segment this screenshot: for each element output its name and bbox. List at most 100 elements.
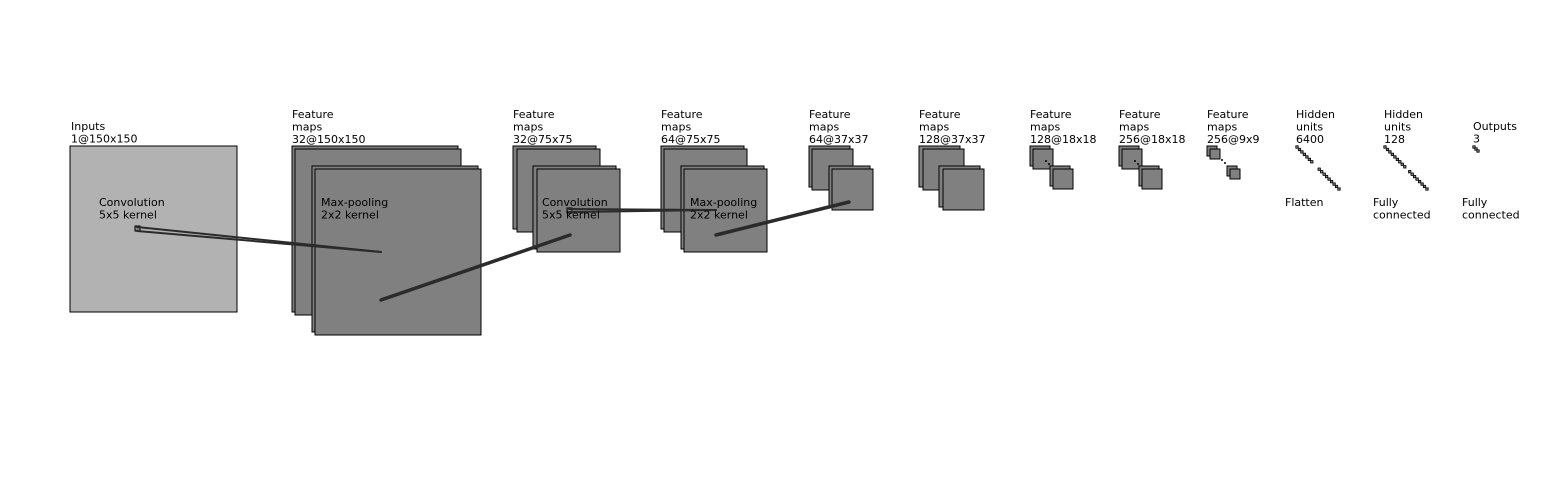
unit-node bbox=[1295, 145, 1299, 149]
unit-node bbox=[1403, 165, 1407, 169]
label-line: maps bbox=[1119, 121, 1149, 134]
layer-label-hidden1: Hidden units 6400 bbox=[1296, 108, 1339, 146]
label-line: Convolution bbox=[99, 196, 165, 209]
unit-node bbox=[1337, 187, 1341, 191]
label-line: connected bbox=[1462, 209, 1520, 222]
label-line: 1@150x150 bbox=[71, 133, 138, 146]
label-line: Hidden bbox=[1384, 108, 1423, 121]
feature-map bbox=[1229, 168, 1241, 180]
operation-labels: Convolution 5x5 kernel Max-pooling 2x2 k… bbox=[99, 196, 1520, 222]
unit-node bbox=[1410, 172, 1414, 176]
pool2-connector-line bbox=[714, 200, 851, 237]
label-line: 64@75x75 bbox=[661, 133, 721, 146]
kernel-patch bbox=[566, 207, 573, 214]
label-line: Max-pooling bbox=[321, 196, 388, 209]
label-line: Fully bbox=[1462, 196, 1488, 209]
label-line: 128@37x37 bbox=[919, 133, 986, 146]
layer-label-pool1: Feature maps 32@75x75 bbox=[513, 108, 573, 146]
unit-node bbox=[1388, 150, 1392, 154]
unit-node bbox=[1317, 167, 1321, 171]
unit-node bbox=[1307, 157, 1311, 161]
layer-hidden1-units bbox=[1295, 145, 1341, 191]
label-line: 256@9x9 bbox=[1207, 133, 1260, 146]
op-label-convolution-2: Convolution 5x5 kernel bbox=[542, 196, 611, 222]
layer-pool1-blocks bbox=[512, 145, 621, 253]
label-line: maps bbox=[513, 121, 543, 134]
ellipsis-dot bbox=[1221, 159, 1223, 161]
unit-node bbox=[1415, 177, 1419, 181]
label-line: 64@37x37 bbox=[809, 133, 869, 146]
label-line: 32@150x150 bbox=[292, 133, 366, 146]
label-line: Convolution bbox=[542, 196, 608, 209]
unit-node bbox=[1322, 172, 1326, 176]
layer-pool3-blocks bbox=[1029, 145, 1074, 190]
label-line: 128 bbox=[1384, 133, 1405, 146]
label-line: maps bbox=[809, 121, 839, 134]
ellipsis-dot bbox=[1045, 160, 1047, 162]
layer-label-conv4: Feature maps 256@18x18 bbox=[1119, 108, 1186, 146]
layer-pool2-blocks bbox=[808, 145, 874, 211]
label-line: 2x2 kernel bbox=[690, 209, 748, 222]
layer-label-inputs: Inputs 1@150x150 bbox=[71, 120, 138, 146]
op-label-max-pooling-1: Max-pooling 2x2 kernel bbox=[321, 196, 392, 222]
layer-label-conv2: Feature maps 64@75x75 bbox=[661, 108, 721, 146]
unit-node bbox=[1474, 147, 1478, 151]
layer-label-pool2: Feature maps 64@37x37 bbox=[809, 108, 869, 146]
unit-node bbox=[1332, 182, 1336, 186]
unit-node bbox=[1300, 150, 1304, 154]
layer-conv2-blocks bbox=[660, 145, 768, 253]
label-line: maps bbox=[1030, 121, 1060, 134]
label-line: Fully bbox=[1373, 196, 1399, 209]
label-line: Feature bbox=[292, 108, 334, 121]
layer-outputs-units bbox=[1472, 145, 1480, 153]
conv2-connector-line bbox=[568, 209, 717, 213]
unit-node bbox=[1393, 155, 1397, 159]
label-line: Flatten bbox=[1285, 196, 1324, 209]
op-label-max-pooling-2: Max-pooling 2x2 kernel bbox=[690, 196, 761, 222]
label-line: 256@18x18 bbox=[1119, 133, 1186, 146]
layer-label-hidden2: Hidden units 128 bbox=[1384, 108, 1427, 146]
label-line: Feature bbox=[1119, 108, 1161, 121]
unit-node bbox=[1422, 184, 1427, 189]
unit-node bbox=[1297, 147, 1302, 152]
unit-node bbox=[1472, 145, 1476, 149]
ellipsis-dot bbox=[1137, 163, 1139, 165]
label-line: units bbox=[1384, 121, 1411, 134]
layer-conv4-blocks bbox=[1118, 145, 1163, 190]
label-line: maps bbox=[1207, 121, 1237, 134]
layer-label-pool4: Feature maps 256@9x9 bbox=[1207, 108, 1260, 146]
unit-node bbox=[1327, 177, 1331, 181]
label-line: maps bbox=[661, 121, 691, 134]
ellipsis-dot bbox=[1134, 160, 1136, 162]
unit-node bbox=[1334, 184, 1339, 189]
unit-node bbox=[1325, 174, 1329, 179]
unit-node bbox=[1398, 160, 1402, 164]
unit-node bbox=[1395, 157, 1399, 161]
unit-node bbox=[1390, 152, 1394, 156]
label-line: 5x5 kernel bbox=[542, 209, 600, 222]
op-label-fully-connected-1: Fully connected bbox=[1373, 196, 1431, 222]
ellipsis-dot bbox=[1224, 162, 1226, 164]
unit-node bbox=[1385, 147, 1390, 152]
unit-node bbox=[1383, 145, 1387, 149]
label-line: Feature bbox=[1207, 108, 1249, 121]
op-label-flatten: Flatten bbox=[1285, 196, 1324, 209]
label-line: Feature bbox=[661, 108, 703, 121]
label-line: Feature bbox=[809, 108, 851, 121]
layer-label-pool3: Feature maps 128@18x18 bbox=[1030, 108, 1097, 146]
layer-labels: Inputs 1@150x150 Feature maps 32@150x150… bbox=[71, 108, 1517, 146]
label-line: units bbox=[1296, 121, 1323, 134]
layer-label-conv1: Feature maps 32@150x150 bbox=[292, 108, 366, 146]
layer-hidden2-units bbox=[1383, 145, 1429, 191]
unit-node bbox=[1476, 149, 1480, 153]
feature-map bbox=[1141, 168, 1163, 190]
unit-node bbox=[1420, 182, 1424, 186]
ellipsis-dot bbox=[1048, 163, 1050, 165]
unit-node bbox=[1310, 160, 1314, 164]
label-line: 128@18x18 bbox=[1030, 133, 1097, 146]
unit-node bbox=[1302, 152, 1306, 156]
conv1-connector-line bbox=[136, 230, 382, 253]
label-line: 32@75x75 bbox=[513, 133, 573, 146]
unit-node bbox=[1305, 155, 1309, 159]
